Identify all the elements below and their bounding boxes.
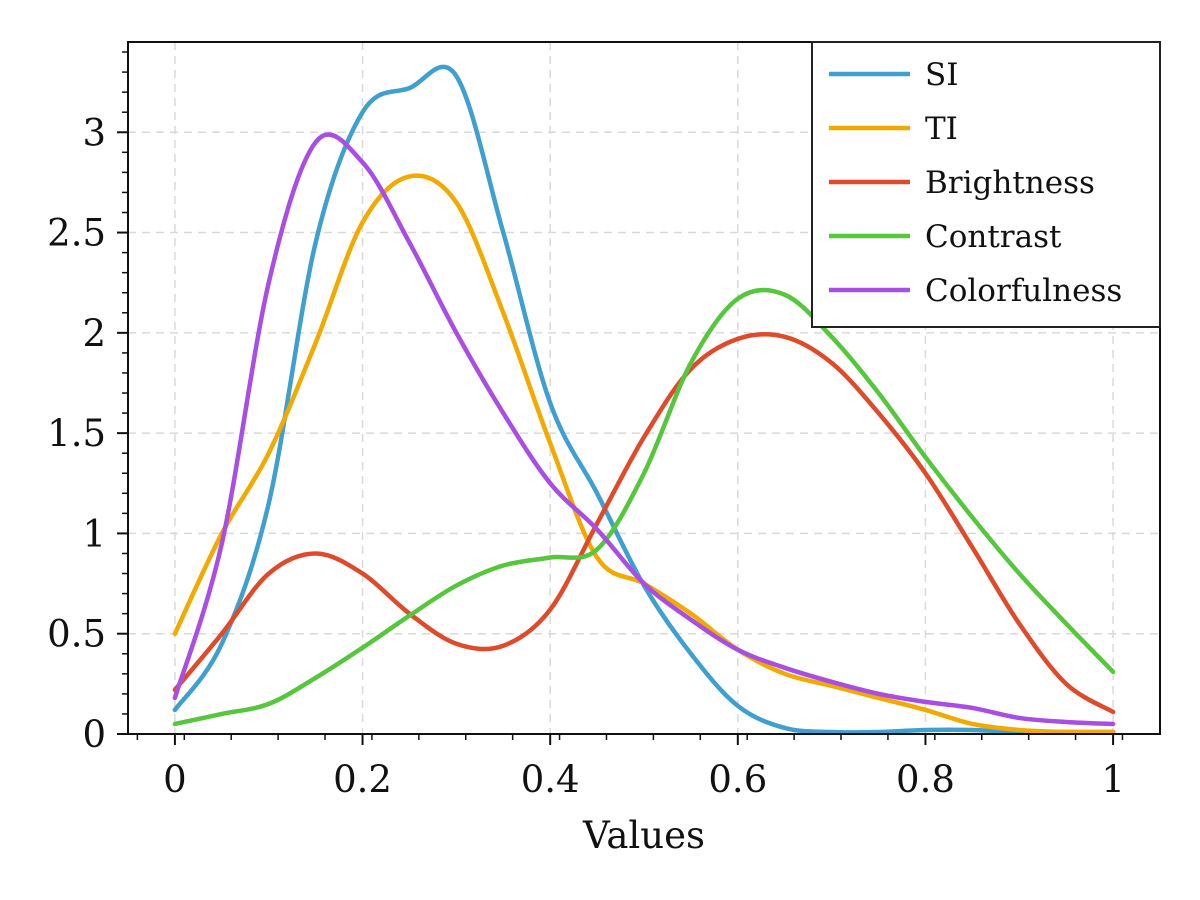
x-axis-label: Values <box>582 814 705 857</box>
series-line-colorfulness <box>172 132 1116 727</box>
legend-label-contrast: Contrast <box>925 219 1062 255</box>
x-tick-label: 0.6 <box>708 758 767 801</box>
series-group <box>172 64 1116 735</box>
y-tick-label: 0 <box>82 713 106 756</box>
y-tick-label: 1 <box>82 512 106 555</box>
series-line-si <box>172 64 1116 735</box>
y-tick-label: 0.5 <box>47 613 106 656</box>
series-line-brightness <box>172 332 1116 715</box>
y-tick-label: 3 <box>82 111 106 154</box>
y-tick-label: 1.5 <box>47 412 106 455</box>
legend: SI TI Brightness Contrast Colorfulness <box>811 41 1161 328</box>
x-tick-label: 0.2 <box>333 758 392 801</box>
x-tick-label: 0.8 <box>896 758 955 801</box>
x-tick-label: 0.4 <box>521 758 580 801</box>
legend-label-ti: TI <box>925 111 958 147</box>
y-tick-label: 2 <box>82 312 106 355</box>
legend-label-brightness: Brightness <box>925 165 1095 201</box>
x-tick-label: 1 <box>1101 758 1125 801</box>
legend-label-colorfulness: Colorfulness <box>925 273 1122 309</box>
legend-box <box>811 41 1161 328</box>
axis-ticks: 0 0.2 0.4 0.6 0.8 1 0 0.5 1 1.5 2 2.5 3 <box>47 51 1125 801</box>
y-tick-label: 2.5 <box>47 212 106 255</box>
plot-frame <box>127 41 1161 735</box>
x-tick-label: 0 <box>163 758 187 801</box>
series-line-contrast <box>172 287 1116 727</box>
legend-label-si: SI <box>925 57 958 93</box>
